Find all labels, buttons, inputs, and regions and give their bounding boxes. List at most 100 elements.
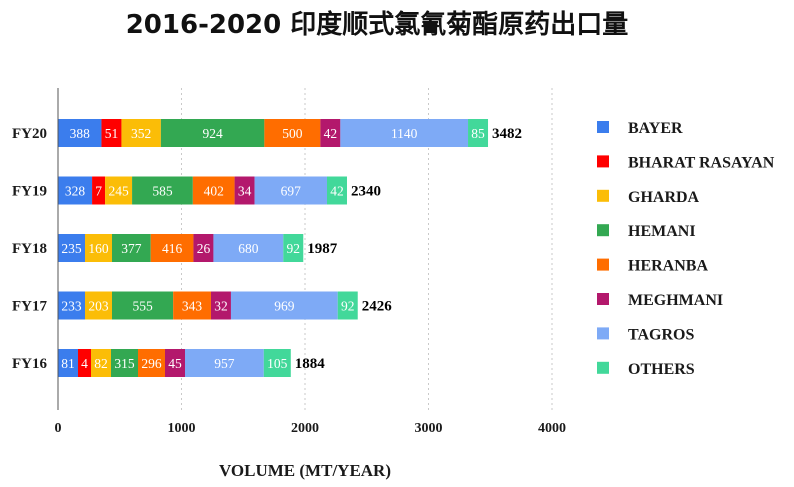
data-label-fy17-hemani: 555 (132, 299, 153, 314)
total-label-fy16: 1884 (295, 356, 326, 372)
legend-swatch (597, 258, 609, 271)
data-label-fy20-tagros: 1140 (391, 126, 418, 141)
bar-segment-fy16-meghmani (165, 349, 185, 377)
data-label-fy19-gharda: 245 (108, 184, 129, 199)
legend-label: GHARDA (628, 189, 700, 206)
bar-segment-fy17-others (337, 291, 358, 320)
data-label-fy20-heranba: 500 (282, 126, 303, 141)
data-label-fy19-bayer: 328 (65, 184, 86, 199)
x-tick-label: 3000 (415, 421, 443, 436)
total-label-fy17: 2426 (362, 299, 393, 315)
bar-segment-fy16-tagros (185, 349, 264, 377)
data-label-fy20-others: 85 (471, 126, 485, 141)
legend: BAYER BHARAT RASAYAN GHARDA HEMANI HERANBA ME… (597, 120, 775, 378)
bar-segment-fy20-meghmani (320, 119, 341, 147)
bar-segment-fy17-bayer (58, 291, 85, 320)
x-tick-label: 1000 (168, 421, 196, 436)
data-label-fy18-others: 92 (287, 241, 301, 256)
legend-item-meghmani: MEGHMANI (597, 292, 723, 309)
bar-segment-fy17-gharda (85, 291, 112, 320)
bar-segment-fy20-bharat-rasayan (101, 119, 122, 147)
total-label-fy18: 1987 (307, 241, 338, 257)
bar-segment-fy20-bayer (58, 119, 102, 147)
legend-label: OTHERS (628, 361, 695, 378)
data-label-fy16-gharda: 82 (94, 356, 108, 371)
bar-segment-fy19-bayer (58, 176, 93, 205)
data-label-fy18-gharda: 160 (88, 241, 109, 256)
data-label-fy20-bayer: 388 (70, 126, 91, 141)
category-label-fy17: FY17 (12, 299, 47, 315)
legend-item-bharat-rasayan: BHARAT RASAYAN (597, 154, 775, 171)
total-label-fy20: 3482 (492, 126, 522, 142)
legend-swatch (597, 121, 609, 133)
total-label-fy19: 2340 (351, 184, 381, 200)
legend-item-heranba: HERANBA (597, 258, 708, 275)
data-label-fy18-tagros: 680 (238, 241, 259, 256)
bar-segment-fy20-hemani (160, 119, 265, 147)
legend-item-tagros: TAGROS (597, 326, 694, 343)
x-tick-label: 4000 (538, 421, 566, 436)
data-label-fy16-hemani: 315 (114, 356, 135, 371)
bar-segment-fy18-hemani (112, 234, 151, 262)
data-label-fy19-bharat-rasayan: 7 (95, 184, 102, 199)
bar-segment-fy19-tagros (254, 176, 327, 205)
bar-segment-fy16-bharat-rasayan (78, 349, 91, 377)
legend-label: BHARAT RASAYAN (628, 154, 775, 171)
legend-swatch (597, 327, 609, 340)
bar-segment-fy18-meghmani (193, 234, 214, 262)
data-label-fy19-tagros: 697 (281, 184, 302, 199)
data-label-fy16-bayer: 81 (61, 356, 75, 371)
data-label-fy17-gharda: 203 (88, 299, 109, 314)
category-label-fy19: FY19 (12, 184, 47, 200)
bar-segment-fy20-others (468, 119, 489, 147)
bar-segment-fy16-gharda (91, 349, 111, 377)
data-label-fy16-heranba: 296 (141, 356, 162, 371)
data-label-fy19-heranba: 402 (204, 184, 224, 199)
bar-segment-fy20-heranba (264, 119, 321, 147)
bar-segment-fy18-gharda (85, 234, 112, 262)
bar-segment-fy16-others (263, 349, 291, 377)
data-label-fy20-hemani: 924 (202, 126, 223, 141)
legend-swatch (597, 224, 609, 237)
data-label-fy20-meghmani: 42 (324, 126, 338, 141)
bar-segment-fy18-others (283, 234, 304, 262)
bar-segment-fy19-hemani (132, 176, 193, 205)
bar-segment-fy18-bayer (58, 234, 85, 262)
data-label-fy17-meghmani: 32 (214, 299, 228, 314)
bar-segment-fy16-bayer (58, 349, 78, 377)
bar-segment-fy17-meghmani (210, 291, 231, 320)
bar-segment-fy20-tagros (340, 119, 469, 147)
legend-swatch (597, 155, 609, 168)
x-axis-title: VOLUME (MT/YEAR) (219, 461, 391, 480)
legend-label: BAYER (628, 120, 683, 137)
bar-segment-fy19-gharda (105, 176, 133, 205)
data-label-fy19-others: 42 (330, 184, 344, 199)
bar-segment-fy20-gharda (121, 119, 161, 147)
legend-item-bayer: BAYER (597, 120, 683, 137)
bar-segment-fy19-bharat-rasayan (92, 176, 106, 205)
data-label-fy18-hemani: 377 (121, 241, 142, 256)
legend-swatch (597, 189, 609, 202)
bar-segment-fy18-tagros (213, 234, 284, 262)
legend-item-others: OTHERS (597, 361, 695, 378)
data-label-fy17-bayer: 233 (61, 299, 82, 314)
data-label-fy18-bayer: 235 (61, 241, 82, 256)
data-label-fy19-meghmani: 34 (238, 184, 252, 199)
data-label-fy20-bharat-rasayan: 51 (105, 126, 119, 141)
data-label-fy20-gharda: 352 (131, 126, 151, 141)
data-label-fy17-tagros: 969 (274, 299, 295, 314)
data-label-fy18-heranba: 416 (162, 241, 183, 256)
bar-segment-fy18-heranba (150, 234, 194, 262)
data-label-fy16-tagros: 957 (214, 356, 235, 371)
category-label-fy20: FY20 (12, 126, 47, 142)
legend-label: TAGROS (628, 326, 694, 343)
data-label-fy17-others: 92 (341, 299, 355, 314)
bar-segment-fy17-heranba (173, 291, 211, 320)
chart-title: 2016-2020 印度顺式氯氰菊酯原药出口量 (126, 9, 629, 40)
bar-segment-fy16-heranba (138, 349, 165, 377)
legend-item-hemani: HEMANI (597, 223, 696, 240)
bar-segment-fy16-hemani (111, 349, 138, 377)
data-label-fy16-others: 105 (267, 356, 288, 371)
